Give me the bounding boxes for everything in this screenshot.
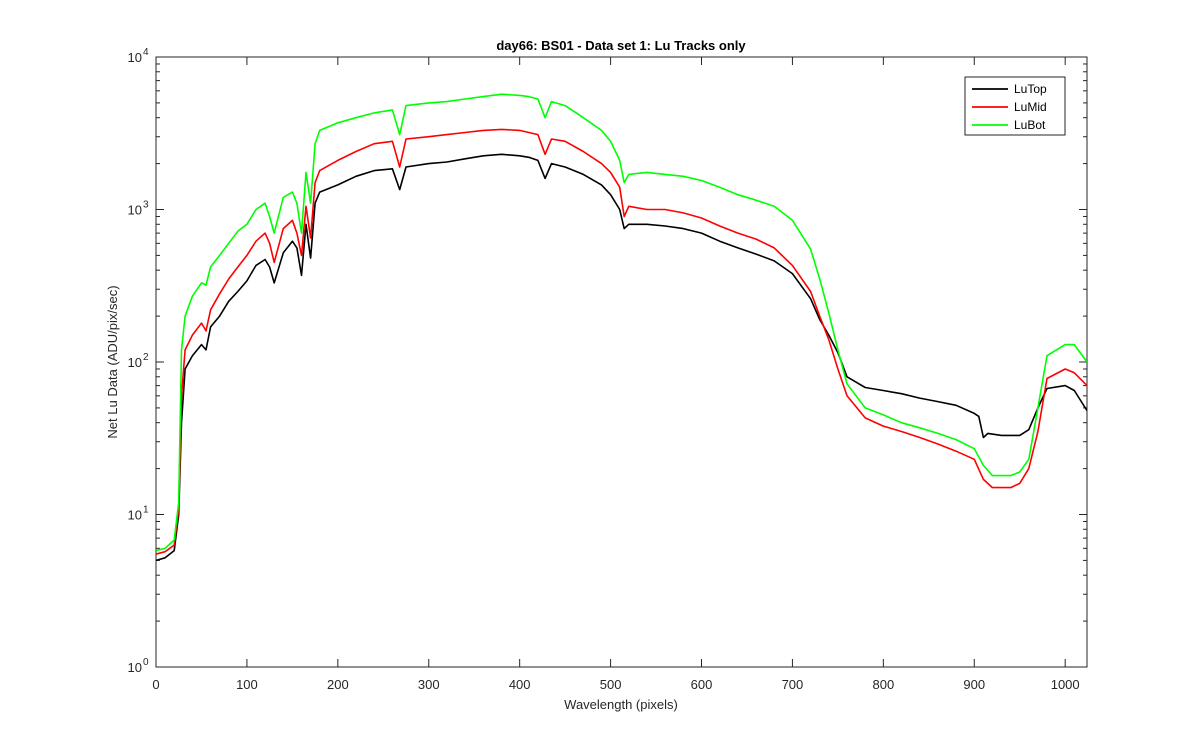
y-tick-label: 10 0: [128, 657, 149, 675]
x-tick-label: 400: [509, 677, 531, 692]
y-tick-label: 10 2: [128, 352, 149, 370]
legend-label-lutop: LuTop: [1014, 82, 1047, 96]
y-tick-exponent: 2: [143, 352, 149, 363]
x-tick-label: 1000: [1051, 677, 1080, 692]
y-tick-base: 10: [128, 355, 142, 370]
x-tick-label: 100: [236, 677, 258, 692]
y-tick-exponent: 0: [143, 657, 149, 668]
legend-box: [964, 76, 1066, 136]
legend-label-lubot: LuBot: [1014, 118, 1046, 132]
x-tick-label: 900: [963, 677, 985, 692]
plot-frame: [155, 56, 1088, 668]
x-tick-label: 700: [782, 677, 804, 692]
x-tick-label: 600: [691, 677, 713, 692]
x-tick-label: 500: [600, 677, 622, 692]
chart-title: day66: BS01 - Data set 1: Lu Tracks only: [496, 38, 746, 53]
y-tick-base: 10: [128, 203, 142, 218]
x-tick-label: 800: [872, 677, 894, 692]
y-tick-label: 10 1: [128, 505, 149, 523]
x-tick-label: 300: [418, 677, 440, 692]
y-axis-label: Net Lu Data (ADU/pix/sec): [105, 285, 120, 438]
legend: LuTop LuMid LuBot: [964, 76, 1066, 136]
y-tick-exponent: 4: [143, 47, 149, 58]
y-tick-base: 10: [128, 50, 142, 65]
series-group: [156, 93, 1087, 562]
x-tick-label: 200: [327, 677, 349, 692]
x-tick-label: 0: [152, 677, 159, 692]
y-tick-exponent: 3: [143, 200, 149, 211]
y-tick-label: 10 3: [128, 200, 149, 218]
x-tick-labels: 0 100 200 300 400 500 600 700 800 900 1000: [152, 677, 1079, 692]
y-tick-base: 10: [128, 508, 142, 523]
series-line-lubot: [156, 93, 1087, 552]
axis-ticks: [155, 56, 1087, 668]
y-tick-exponent: 1: [143, 505, 149, 516]
y-tick-label: 10 4: [128, 47, 149, 65]
y-tick-base: 10: [128, 660, 142, 675]
plot-area: [155, 56, 1088, 668]
legend-label-lumid: LuMid: [1014, 100, 1047, 114]
series-line-lumid: [156, 128, 1087, 555]
x-axis-label: Wavelength (pixels): [564, 697, 678, 712]
series-line-lutop: [156, 153, 1087, 562]
